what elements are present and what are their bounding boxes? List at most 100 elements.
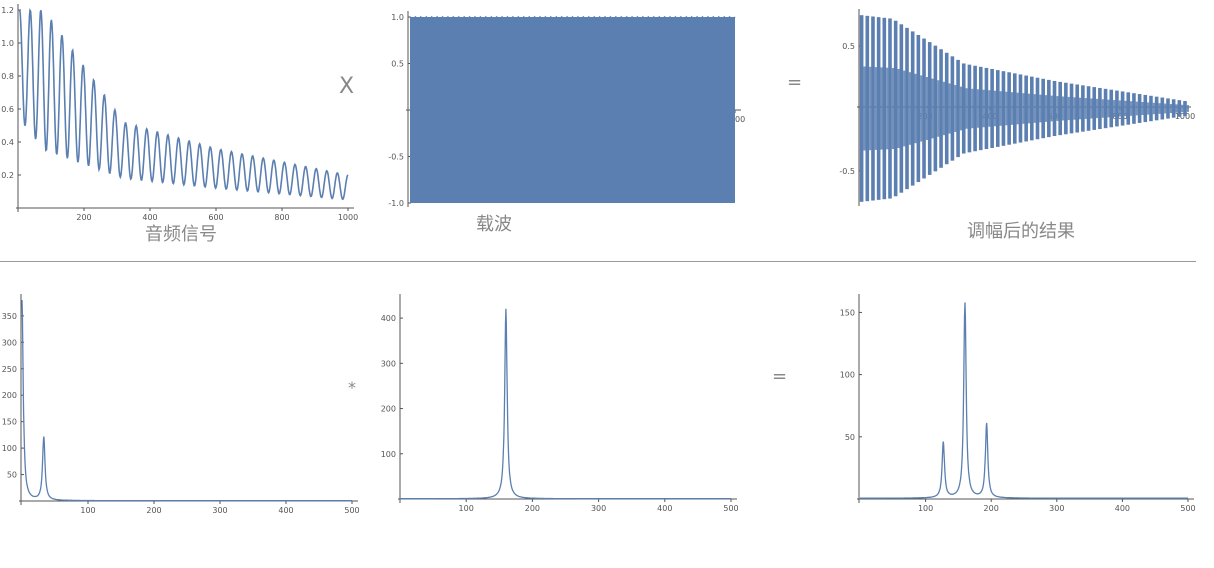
y-tick-label-1: 200 — [381, 405, 396, 414]
chart-audio-signal: 200 400 600 800 1000 0.2 0.4 0.6 0.8 1.0 1.2 — [1, 4, 358, 222]
series-bar-19 — [967, 64, 972, 153]
y-tick-label-1: -0.5 — [839, 167, 855, 176]
series-bar-52 — [1154, 96, 1159, 121]
y-tick-label-2: 300 — [381, 359, 396, 368]
series-inner-24 — [999, 91, 1002, 126]
y-tick-label-3: -1.0 — [388, 199, 404, 208]
series-inner-12 — [931, 78, 934, 139]
series-inner-19 — [971, 88, 974, 129]
series-bar-42 — [1098, 87, 1102, 130]
x-tick-label-4: 500 — [1180, 504, 1195, 513]
series-bar-37 — [1069, 83, 1074, 134]
series-inner-7 — [903, 70, 906, 147]
series-inner-45 — [1118, 100, 1121, 117]
series-bar-23 — [990, 69, 994, 148]
series-bar-27 — [1013, 73, 1017, 144]
series-inner-3 — [880, 67, 883, 150]
series-bar-21 — [978, 66, 983, 151]
series-line — [21, 299, 352, 502]
series-bar-6 — [893, 20, 898, 197]
caption-carrier: 载波 — [476, 214, 512, 235]
series-inner-8 — [908, 72, 912, 145]
x-tick-label-1: 200 — [984, 504, 999, 513]
y-tick-label-2: 150 — [840, 308, 855, 317]
series-bar-22 — [984, 67, 989, 150]
series-bar-10 — [916, 34, 921, 183]
series-bar-31 — [1035, 77, 1040, 140]
y-tick-label-4: 250 — [2, 365, 17, 374]
x-tick-label-2: 600 — [208, 213, 223, 222]
y-tick-label-2: -0.5 — [388, 153, 404, 162]
series-bar-51 — [1149, 95, 1153, 122]
x-tick-label-1: 200 — [146, 506, 161, 515]
y-tick-label-0: 50 — [7, 471, 17, 480]
series-inner-9 — [914, 73, 917, 144]
series-bar-24 — [995, 70, 1000, 147]
series-inner-39 — [1084, 98, 1087, 119]
series-bar-50 — [1143, 94, 1148, 123]
series-inner-29 — [1027, 93, 1031, 124]
series-bar-36 — [1064, 82, 1068, 135]
series-inner-47 — [1130, 101, 1133, 116]
series-inner-42 — [1101, 99, 1104, 118]
series-bar-29 — [1024, 75, 1028, 142]
series-bar-28 — [1018, 74, 1023, 143]
series-inner-2 — [874, 67, 877, 150]
series-inner-27 — [1016, 92, 1019, 125]
series-inner-37 — [1073, 97, 1076, 120]
series-bar-48 — [1132, 93, 1136, 124]
series-bar-30 — [1030, 76, 1034, 141]
chart-carrier-spectrum: 100 200 300 400 500 100 200 300 400 — [381, 294, 739, 513]
series-bar-14 — [939, 49, 943, 168]
series-inner-14 — [942, 81, 946, 136]
series-inner-25 — [1005, 91, 1008, 126]
y-tick-label-0: 100 — [381, 450, 396, 459]
series-bar-41 — [1092, 87, 1097, 130]
series-bar-32 — [1041, 78, 1045, 139]
series-inner-20 — [976, 89, 980, 128]
series-inner-53 — [1164, 103, 1167, 114]
multiply-operator: X — [339, 74, 355, 99]
series-line — [18, 8, 349, 201]
x-tick-label-4: 1000 — [1175, 112, 1195, 121]
series-bar-54 — [1166, 98, 1170, 119]
series-inner-49 — [1141, 102, 1144, 115]
series-bar-17 — [956, 59, 960, 158]
series-bar-2 — [871, 16, 875, 201]
equals-operator-bottom: = — [772, 366, 788, 387]
series-bar-26 — [1007, 72, 1011, 145]
x-tick-label-2: 300 — [212, 506, 227, 515]
series-bar-15 — [944, 52, 949, 165]
series-inner-43 — [1107, 99, 1110, 118]
series-inner-16 — [954, 85, 957, 132]
series-line — [400, 308, 731, 500]
caption-audio: 音频信号 — [145, 224, 217, 245]
series-bar-25 — [1001, 71, 1006, 146]
x-tick-label-1: 400 — [142, 213, 157, 222]
series-inner-0 — [863, 66, 866, 151]
series-bar-38 — [1075, 84, 1080, 133]
series-bar-49 — [1137, 94, 1142, 123]
series-bar-35 — [1058, 81, 1062, 136]
series-bar-40 — [1086, 86, 1091, 131]
series-inner-52 — [1158, 103, 1161, 114]
y-tick-label-2: 150 — [2, 418, 17, 427]
x-tick-label-3: 800 — [274, 213, 289, 222]
y-tick-label-1: 100 — [2, 444, 17, 453]
series-bar-0 — [859, 15, 864, 202]
chart-carrier: 20040060080010001.00.5-0.5-1.0 — [388, 11, 745, 208]
x-tick-label-4: 1000 — [338, 213, 358, 222]
x-tick-label-4: 500 — [723, 504, 738, 513]
caption-result: 调幅后的结果 — [967, 221, 1075, 242]
x-tick-label-3: 400 — [278, 506, 293, 515]
series-bar-46 — [1120, 91, 1125, 126]
x-tick-label-0: 100 — [918, 504, 933, 513]
x-tick-label-2: 300 — [1049, 504, 1064, 513]
x-tick-label-0: 100 — [459, 504, 474, 513]
chart-result-spectrum: 100 200 300 400 500 50 100 150 — [840, 294, 1196, 513]
series-inner-6 — [897, 69, 900, 148]
series-inner-55 — [1175, 104, 1178, 113]
series-inner-56 — [1181, 104, 1184, 113]
series-inner-22 — [988, 90, 991, 127]
